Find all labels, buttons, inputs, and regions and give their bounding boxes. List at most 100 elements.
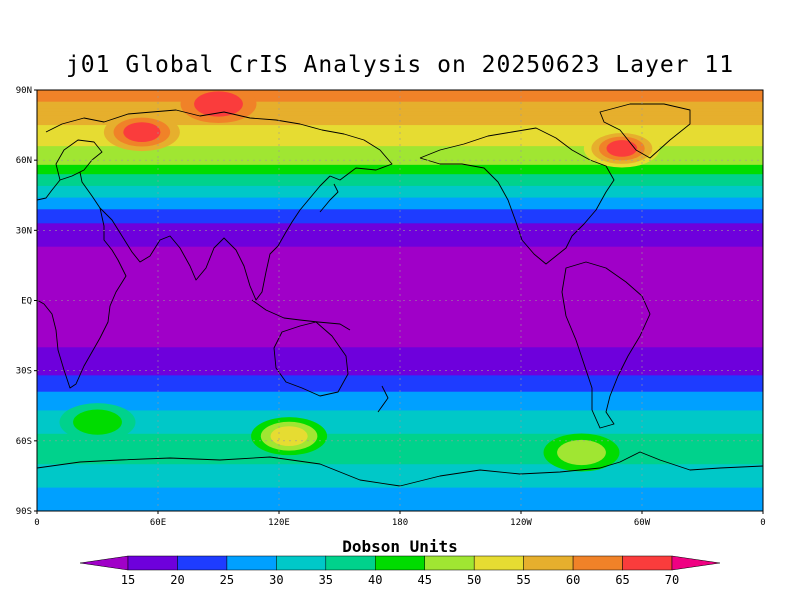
lat-tick-label: 30S xyxy=(16,367,32,377)
field-band xyxy=(37,202,763,206)
field-band xyxy=(37,157,763,161)
colorbar-swatch xyxy=(276,555,327,571)
field-band xyxy=(37,489,763,493)
colorbar-swatch xyxy=(177,555,228,571)
field-band xyxy=(37,223,763,227)
field-band xyxy=(37,368,763,372)
field-band xyxy=(37,127,763,131)
colorbar-swatch xyxy=(226,555,277,571)
lat-tick-label: 90S xyxy=(16,507,32,517)
field-band xyxy=(37,139,763,143)
colorbar-swatches xyxy=(79,555,721,571)
field-band xyxy=(37,104,763,107)
field-band xyxy=(37,148,763,152)
field-band xyxy=(37,307,763,311)
field-band xyxy=(37,286,763,290)
field-band xyxy=(37,242,763,245)
field-band xyxy=(37,326,763,330)
field-feature xyxy=(194,91,243,117)
colorbar-label: 65 xyxy=(615,573,629,587)
field-band xyxy=(37,478,763,482)
coastline-africa-europe xyxy=(37,171,127,389)
coastline-japan xyxy=(319,183,339,213)
field-band xyxy=(37,237,763,241)
field-band xyxy=(37,199,763,203)
field-band xyxy=(37,279,763,283)
colorbar-swatch xyxy=(671,555,721,571)
field-band xyxy=(37,452,763,456)
field-band xyxy=(37,373,763,376)
field-band xyxy=(37,440,763,444)
field-band xyxy=(37,265,763,269)
field-band xyxy=(37,164,763,168)
field-band xyxy=(37,244,763,248)
field-feature xyxy=(123,122,161,142)
field-band xyxy=(37,384,763,388)
field-band xyxy=(37,344,763,348)
latitude-axis: 90N 60N 30N EQ 30S 60S 90S xyxy=(16,86,37,517)
lon-tick-label: 0 xyxy=(760,518,765,528)
ozone-features xyxy=(59,90,660,472)
field-band xyxy=(37,356,763,360)
field-band xyxy=(37,111,763,114)
field-band xyxy=(37,206,763,210)
field-band xyxy=(37,204,763,208)
field-band xyxy=(37,361,763,365)
field-band xyxy=(37,295,763,299)
field-band xyxy=(37,314,763,318)
lon-tick-label: 60E xyxy=(150,518,166,528)
field-band xyxy=(37,150,763,154)
field-band xyxy=(37,169,763,173)
field-band xyxy=(37,337,763,341)
field-band xyxy=(37,405,763,409)
map-panel: 90N 60N 30N EQ 30S 60S 90S 0 60E 120E 180 120W 60W 0 xyxy=(16,86,766,528)
field-band xyxy=(37,387,763,390)
field-band xyxy=(37,494,763,498)
field-band xyxy=(37,235,763,238)
field-band xyxy=(37,256,763,259)
field-band xyxy=(37,375,763,379)
field-band xyxy=(37,447,763,451)
field-band xyxy=(37,267,763,271)
field-band xyxy=(37,171,763,175)
field-band xyxy=(37,482,763,486)
field-band xyxy=(37,410,763,414)
field-band xyxy=(37,459,763,463)
field-band xyxy=(37,501,763,505)
field-band xyxy=(37,92,763,96)
field-band xyxy=(37,115,763,119)
colorbar-swatch xyxy=(572,555,623,571)
field-band xyxy=(37,426,763,430)
field-band xyxy=(37,445,763,449)
field-band xyxy=(37,298,763,302)
coastline-asia-south xyxy=(99,175,331,301)
field-band xyxy=(37,333,763,337)
field-band xyxy=(37,424,763,428)
field-band xyxy=(37,195,763,199)
longitude-axis: 0 60E 120E 180 120W 60W 0 xyxy=(34,511,766,528)
field-band xyxy=(37,146,763,150)
field-band xyxy=(37,508,763,511)
coastline-south-america xyxy=(561,261,651,429)
field-band xyxy=(37,436,763,440)
coastlines xyxy=(37,103,763,487)
colorbar-label: 60 xyxy=(566,573,580,587)
coastline-scandinavia xyxy=(55,139,103,181)
field-band xyxy=(37,309,763,313)
colorbar-label: 40 xyxy=(368,573,382,587)
colorbar-swatch xyxy=(622,555,673,571)
lon-tick-label: 120E xyxy=(268,518,290,528)
colorbar-label: 15 xyxy=(121,573,135,587)
lat-tick-label: 60N xyxy=(16,156,32,166)
coastline-eurasia-north xyxy=(45,109,393,181)
coastline-antarctica xyxy=(37,451,763,487)
coastline-australia xyxy=(273,321,349,397)
lon-tick-label: 60W xyxy=(634,518,651,528)
field-band xyxy=(37,398,763,402)
colorbar-title: Dobson Units xyxy=(342,537,458,556)
map-title: j01 Global CrIS Analysis on 20250623 Lay… xyxy=(65,52,735,78)
field-band xyxy=(37,134,763,138)
field-band xyxy=(37,340,763,344)
colorbar-label: 45 xyxy=(418,573,432,587)
